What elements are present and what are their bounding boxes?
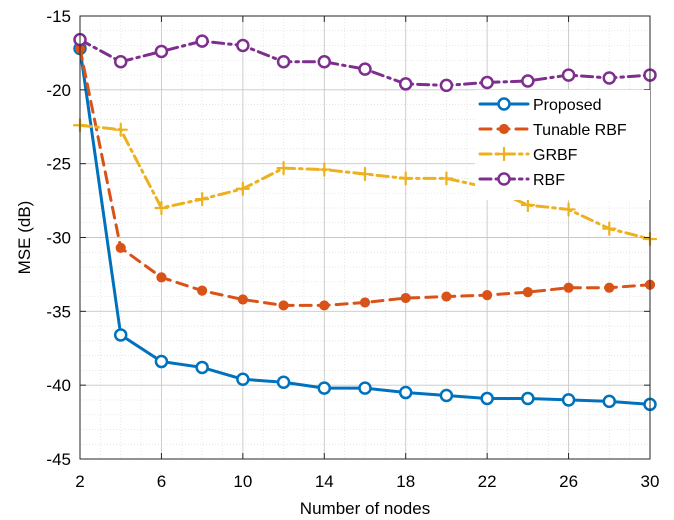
x-tick-label: 6 (157, 472, 166, 491)
series-2-point-3-marker (195, 192, 210, 207)
x-tick-label: 26 (559, 472, 578, 491)
series-0-point-5-marker (276, 375, 291, 389)
x-tick-label: 18 (396, 472, 415, 491)
legend-label-3: RBF (533, 172, 565, 189)
series-3-point-4-marker (236, 38, 250, 53)
series-2-point-1-marker (113, 122, 128, 137)
series-1-point-8-marker (400, 292, 411, 304)
series-0-point-10-marker (480, 391, 494, 406)
series-3-point-11-marker (521, 74, 535, 88)
legend: Proposed Tunable RBF GRBF RBF (475, 90, 650, 200)
x-tick-label: 10 (233, 472, 252, 491)
legend-items: Proposed Tunable RBF GRBF RBF (478, 97, 627, 189)
legend-label-2: GRBF (533, 147, 578, 164)
series-1-point-13-marker (604, 282, 615, 293)
legend-item-3: RBF (478, 172, 565, 189)
x-tick-label: 14 (315, 472, 334, 491)
series-0-point-7-marker (358, 381, 372, 395)
series-1-point-10-marker (482, 289, 493, 301)
series-0-point-3-marker (195, 360, 209, 375)
legend-item-0: Proposed (478, 97, 602, 114)
series-2-point-13-marker (602, 221, 617, 236)
series-0-point-8-marker (398, 385, 413, 400)
y-tick-label: -30 (46, 229, 71, 248)
x-tick-label: 2 (75, 472, 84, 491)
ticks-layer (79, 15, 651, 460)
series-3-point-6-marker (317, 55, 332, 69)
series-1-tunable-rbf (74, 43, 656, 311)
series-3-point-5-marker (276, 55, 291, 69)
series-1-point-4-marker (237, 294, 248, 305)
series-2-point-2-marker (154, 200, 169, 216)
x-tick-label: 22 (478, 472, 497, 491)
x-axis-label: Number of nodes (300, 499, 430, 518)
series-2-point-6-marker (317, 162, 332, 177)
series-1-point-11-marker (522, 287, 533, 298)
legend-label-0: Proposed (533, 97, 602, 114)
series-3-point-13-marker (602, 71, 617, 85)
series-0-point-13-marker (602, 394, 617, 409)
series-3-rbf (73, 32, 657, 93)
series-1-point-12-marker (563, 282, 574, 293)
legend-1-marker (498, 123, 510, 135)
legend-0-marker (497, 97, 511, 111)
x-tick-labels: 2 6 10 14 18 22 26 30 (75, 472, 659, 491)
series-1-point-7-marker (359, 297, 371, 308)
series-0-point-11-marker (521, 391, 535, 406)
series-3-point-3-marker (195, 34, 209, 48)
series-3-point-2-marker (154, 44, 169, 59)
legend-label-1: Tunable RBF (533, 122, 627, 139)
series-1-point-9-marker (441, 291, 452, 302)
y-tick-label: -25 (46, 155, 71, 174)
series-0-proposed (73, 41, 657, 412)
series-2-point-12-marker (561, 202, 576, 217)
series-2-point-7-marker (357, 166, 373, 182)
series-2-point-8-marker (398, 171, 413, 186)
y-tick-label: -35 (46, 302, 71, 321)
series-0-point-9-marker (439, 388, 454, 403)
series-1-point-5-marker (278, 300, 289, 311)
legend-item-2: GRBF (478, 146, 578, 164)
legend-item-1: Tunable RBF (478, 122, 627, 139)
y-tick-label: -20 (46, 81, 71, 100)
plot-area (72, 15, 658, 460)
series-0-point-1-marker (113, 328, 128, 342)
series-2-point-9-marker (439, 171, 454, 186)
y-tick-label: -40 (46, 376, 71, 395)
series-0-point-12-marker (561, 393, 576, 407)
series-3-point-1-marker (113, 55, 128, 69)
y-tick-labels: -15 -20 -25 -30 -35 -40 -45 (46, 7, 71, 469)
series-3-point-10-marker (480, 75, 494, 90)
legend-3-marker (497, 172, 511, 186)
series-3-point-12-marker (561, 68, 576, 82)
legend-2-marker (496, 146, 512, 162)
y-axis-label: MSE (dB) (15, 201, 34, 275)
series-3-point-7-marker (358, 62, 372, 76)
series-2-point-11-marker (520, 197, 535, 213)
y-tick-label: -45 (46, 450, 71, 469)
series-1-point-6-marker (319, 300, 330, 311)
series-3-point-8-marker (398, 77, 413, 91)
series-1-point-2-marker (156, 272, 167, 283)
series-1-point-1-marker (115, 242, 126, 253)
series-0-point-4-marker (236, 372, 250, 387)
series-3-point-9-marker (439, 78, 454, 93)
series-2-point-5-marker (276, 160, 291, 176)
y-tick-label: -15 (46, 7, 71, 26)
x-tick-label: 30 (641, 472, 660, 491)
series-0-point-2-marker (154, 354, 169, 369)
series-0-point-6-marker (317, 381, 332, 395)
series-2-point-4-marker (235, 181, 250, 196)
series-1-point-3-marker (197, 285, 208, 296)
